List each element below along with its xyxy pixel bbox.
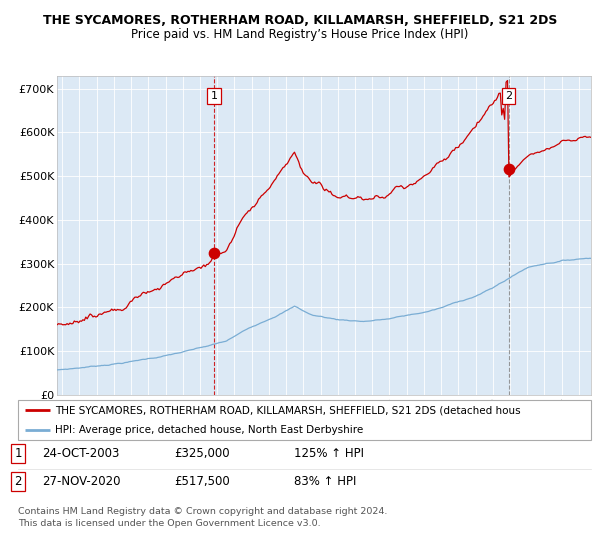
Text: THE SYCAMORES, ROTHERHAM ROAD, KILLAMARSH, SHEFFIELD, S21 2DS: THE SYCAMORES, ROTHERHAM ROAD, KILLAMARS… <box>43 14 557 27</box>
Text: 24-OCT-2003: 24-OCT-2003 <box>42 447 119 460</box>
Point <box>504 164 514 173</box>
Text: Contains HM Land Registry data © Crown copyright and database right 2024.
This d: Contains HM Land Registry data © Crown c… <box>18 507 388 528</box>
Text: 27-NOV-2020: 27-NOV-2020 <box>42 475 121 488</box>
Text: 1: 1 <box>211 91 218 101</box>
Text: 2: 2 <box>505 91 512 101</box>
Text: HPI: Average price, detached house, North East Derbyshire: HPI: Average price, detached house, Nort… <box>55 425 364 435</box>
Text: 1: 1 <box>14 447 22 460</box>
Text: 2: 2 <box>14 475 22 488</box>
Text: THE SYCAMORES, ROTHERHAM ROAD, KILLAMARSH, SHEFFIELD, S21 2DS (detached hous: THE SYCAMORES, ROTHERHAM ROAD, KILLAMARS… <box>55 405 521 415</box>
Point <box>209 248 219 257</box>
Text: £517,500: £517,500 <box>174 475 230 488</box>
Text: £325,000: £325,000 <box>174 447 230 460</box>
Text: Price paid vs. HM Land Registry’s House Price Index (HPI): Price paid vs. HM Land Registry’s House … <box>131 28 469 41</box>
Text: 83% ↑ HPI: 83% ↑ HPI <box>294 475 356 488</box>
FancyBboxPatch shape <box>18 400 591 440</box>
Text: 125% ↑ HPI: 125% ↑ HPI <box>294 447 364 460</box>
